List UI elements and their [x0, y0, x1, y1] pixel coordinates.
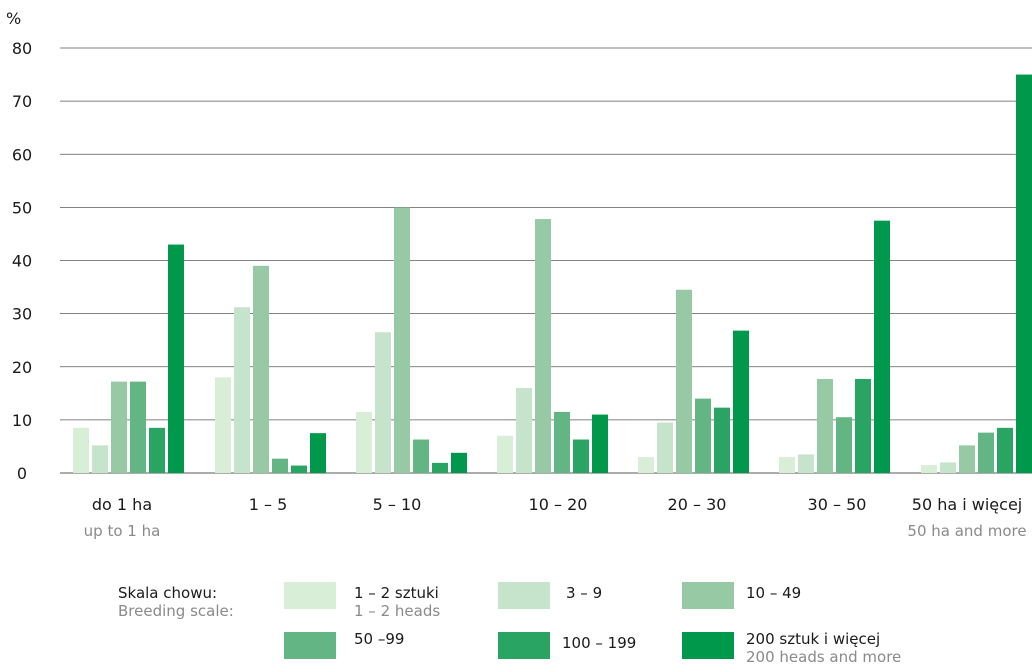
x-tick-label: 5 – 10 [373, 495, 422, 514]
bar [234, 307, 250, 473]
legend-label-1-2-en: 1 – 2 heads [354, 602, 441, 620]
legend-swatch-1-2 [284, 582, 336, 609]
legend-label-3-9: 3 – 9 [566, 584, 603, 602]
bar [817, 378, 833, 473]
legend-title-pl: Skala chowu: [118, 584, 218, 602]
y-tick-label: 10 [12, 411, 32, 430]
bar [432, 462, 448, 473]
bar [215, 377, 231, 473]
bar [874, 220, 890, 473]
x-tick-label: 50 ha i więcej [912, 495, 1022, 514]
bar [111, 381, 127, 473]
x-tick-label: 30 – 50 [808, 495, 867, 514]
y-tick-label: 50 [12, 198, 32, 217]
legend-item-3-9: 3 – 9 [566, 584, 602, 602]
legend-swatch-100-199 [498, 632, 550, 659]
legend-item-200-plus: 200 sztuk i więcej 200 heads and more [746, 630, 901, 666]
y-axis-label: % [6, 9, 21, 28]
y-tick-label: 80 [12, 39, 32, 58]
x-tick-label: do 1 ha [92, 495, 152, 514]
legend-label-50-99: 50 –99 [354, 630, 405, 648]
bar [573, 439, 589, 473]
bar [676, 289, 692, 473]
bar [535, 219, 551, 473]
bar-chart: % 0 10 20 30 40 50 60 70 80 do 1 ha up to 1 ha 1 –… [6, 9, 1032, 540]
y-tick-label: 0 [17, 464, 27, 483]
bar [779, 457, 795, 473]
legend-swatch-3-9 [498, 582, 550, 609]
bar [1016, 74, 1032, 473]
legend-item-100-199: 100 – 199 [562, 634, 636, 652]
bar [497, 435, 513, 473]
y-tick-label: 20 [12, 358, 32, 377]
bar [997, 427, 1013, 473]
legend-label-200-plus: 200 sztuk i więcej [746, 630, 881, 648]
y-tick-label: 60 [12, 145, 32, 164]
bar [291, 465, 307, 473]
legend-label-1-2: 1 – 2 sztuki [354, 584, 439, 602]
bar [978, 432, 994, 473]
bar [356, 411, 372, 473]
x-tick-label: 1 – 5 [249, 495, 288, 514]
bar [130, 381, 146, 473]
bar [272, 458, 288, 473]
bar [921, 465, 937, 473]
bar [940, 462, 956, 473]
legend-swatch-50-99 [284, 632, 336, 659]
bar [836, 417, 852, 473]
x-tick-sublabel: 50 ha and more [907, 522, 1026, 540]
bar [657, 422, 673, 473]
bar [310, 433, 326, 473]
legend-swatch-10-49 [682, 582, 734, 609]
y-tick-label: 40 [12, 252, 32, 271]
bar [92, 445, 108, 473]
y-tick-label: 30 [12, 305, 32, 324]
legend-item-10-49: 10 – 49 [746, 584, 801, 602]
bar [695, 398, 711, 473]
legend-swatch-200-plus [682, 632, 734, 659]
bar [375, 332, 391, 473]
legend-label-200-plus-en: 200 heads and more [746, 648, 902, 666]
bar [413, 439, 429, 473]
legend-item-50-99: 50 –99 [354, 630, 404, 648]
bar [253, 265, 269, 473]
bar [394, 207, 410, 473]
legend-item-1-2: 1 – 2 sztuki 1 – 2 heads [354, 584, 440, 620]
bar [714, 407, 730, 473]
bar [959, 445, 975, 473]
x-tick-sublabel: up to 1 ha [84, 522, 161, 540]
bar [798, 454, 814, 473]
y-tick-label: 70 [12, 92, 32, 111]
legend-title: Skala chowu: Breeding scale: [118, 584, 234, 620]
bar [168, 244, 184, 473]
legend-label-10-49: 10 – 49 [746, 584, 802, 602]
legend-title-en: Breeding scale: [118, 602, 234, 620]
bar [733, 330, 749, 473]
x-tick-label: 20 – 30 [668, 495, 727, 514]
y-tick-labels: 0 10 20 30 40 50 60 70 80 [12, 39, 32, 483]
bar [516, 388, 532, 473]
bar [451, 452, 467, 473]
x-tick-labels: do 1 ha up to 1 ha 1 – 5 5 – 10 10 – 20 20 – … [84, 495, 1027, 540]
bar [73, 427, 89, 473]
bar [638, 457, 654, 473]
x-tick-label: 10 – 20 [529, 495, 588, 514]
bar [554, 411, 570, 473]
bar [149, 427, 165, 473]
bar [592, 414, 608, 473]
legend-label-100-199: 100 – 199 [562, 634, 637, 652]
bar [855, 378, 871, 473]
bars [73, 74, 1032, 473]
